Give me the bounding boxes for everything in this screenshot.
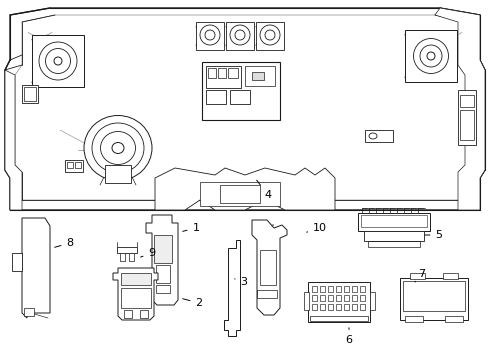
Bar <box>140 310 148 318</box>
Bar <box>445 316 463 322</box>
Text: 3: 3 <box>235 277 247 287</box>
Bar <box>328 304 333 310</box>
Bar <box>206 90 226 104</box>
Bar <box>365 130 393 142</box>
Bar <box>360 304 365 310</box>
Bar <box>405 316 423 322</box>
Bar <box>245 66 275 86</box>
Bar <box>156 265 170 283</box>
Bar <box>206 66 241 88</box>
Bar <box>361 215 427 227</box>
Bar <box>105 165 131 183</box>
Text: 1: 1 <box>183 223 199 233</box>
Text: 9: 9 <box>141 248 155 258</box>
Polygon shape <box>155 168 335 210</box>
Bar <box>310 316 368 321</box>
Bar <box>320 295 325 301</box>
Bar <box>405 30 457 82</box>
Bar <box>352 295 357 301</box>
Bar <box>32 35 84 87</box>
Bar <box>352 286 357 292</box>
Text: 10: 10 <box>307 223 327 233</box>
Bar <box>344 295 349 301</box>
Bar <box>154 235 172 263</box>
Bar <box>117 247 137 253</box>
Bar <box>320 304 325 310</box>
Bar <box>370 292 375 310</box>
Ellipse shape <box>84 116 152 180</box>
Bar <box>304 292 309 310</box>
Bar <box>336 295 341 301</box>
Bar <box>252 72 264 80</box>
Bar <box>410 273 425 279</box>
Bar <box>328 286 333 292</box>
Polygon shape <box>146 215 178 305</box>
Bar <box>256 22 284 50</box>
Bar <box>218 68 226 78</box>
Text: 4: 4 <box>257 180 271 200</box>
Bar <box>328 295 333 301</box>
Polygon shape <box>252 220 287 315</box>
Polygon shape <box>224 240 240 336</box>
Polygon shape <box>113 268 158 320</box>
Bar <box>312 304 317 310</box>
Polygon shape <box>5 8 485 210</box>
Bar <box>308 282 370 322</box>
Bar <box>75 162 81 168</box>
Text: 8: 8 <box>55 238 74 248</box>
Bar <box>121 273 151 285</box>
Bar <box>336 304 341 310</box>
Bar <box>364 231 424 241</box>
Polygon shape <box>5 70 22 210</box>
Bar <box>129 253 134 261</box>
Bar <box>344 304 349 310</box>
Bar <box>443 273 458 279</box>
Text: 7: 7 <box>415 269 425 282</box>
Bar <box>67 162 73 168</box>
Text: 5: 5 <box>425 230 442 240</box>
Polygon shape <box>435 8 485 210</box>
Bar <box>22 85 38 103</box>
Bar <box>200 182 280 206</box>
Bar <box>230 90 250 104</box>
Bar <box>458 90 476 145</box>
Bar <box>403 281 465 311</box>
Bar <box>344 286 349 292</box>
Bar <box>460 110 474 140</box>
Bar <box>226 22 254 50</box>
Bar <box>196 22 224 50</box>
Bar <box>320 286 325 292</box>
Text: 2: 2 <box>183 298 202 308</box>
Bar <box>368 241 420 247</box>
Bar <box>257 290 277 298</box>
Bar <box>12 253 22 271</box>
Bar <box>208 68 216 78</box>
Bar <box>156 285 170 293</box>
Bar <box>124 310 132 318</box>
Bar <box>121 288 151 308</box>
Bar <box>352 304 357 310</box>
Bar <box>360 295 365 301</box>
Bar <box>460 95 474 107</box>
Polygon shape <box>22 218 50 318</box>
Bar <box>120 253 125 261</box>
Bar <box>228 68 238 78</box>
Bar <box>336 286 341 292</box>
Bar <box>358 213 430 231</box>
Bar <box>24 308 34 316</box>
Bar <box>24 87 36 101</box>
Bar <box>360 286 365 292</box>
Bar <box>400 278 468 320</box>
Bar <box>312 295 317 301</box>
Bar <box>260 250 276 285</box>
Bar <box>202 62 280 120</box>
Bar <box>312 286 317 292</box>
Bar <box>220 185 260 203</box>
Bar <box>65 160 83 172</box>
Text: 6: 6 <box>345 328 352 345</box>
